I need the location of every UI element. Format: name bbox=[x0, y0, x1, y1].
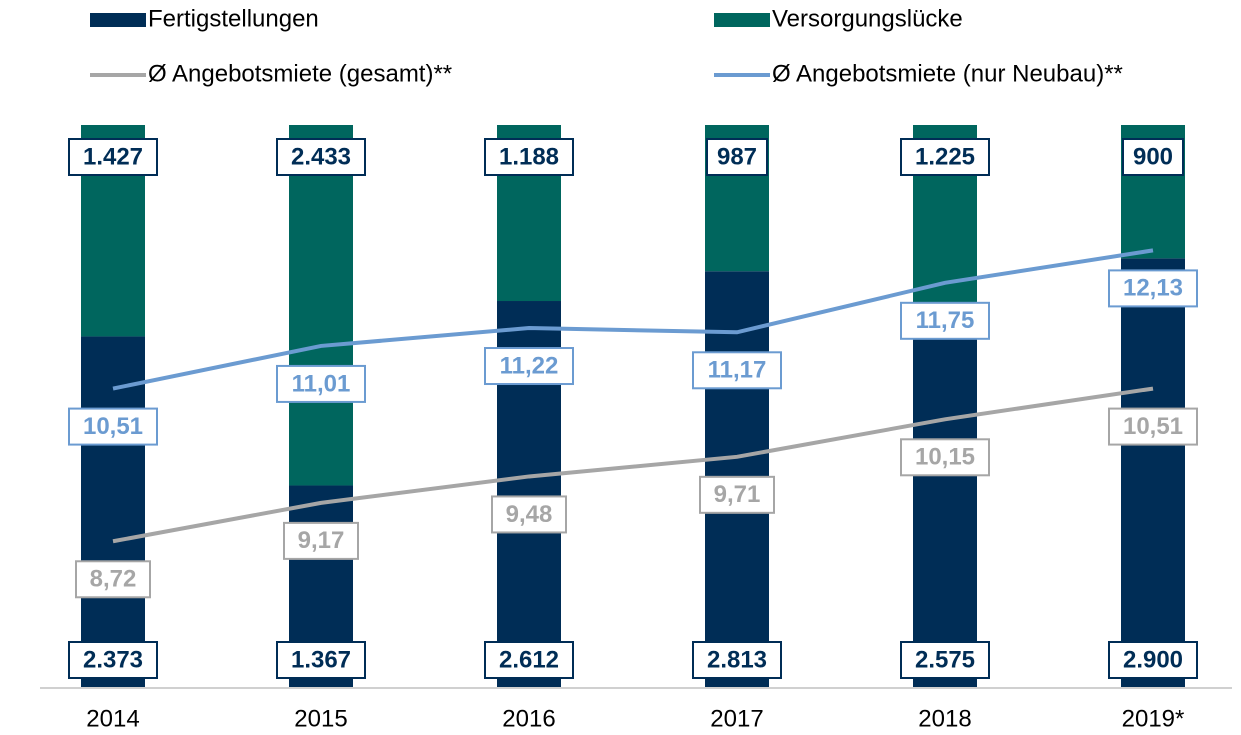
legend-label: Ø Angebotsmiete (nur Neubau)** bbox=[772, 60, 1123, 87]
bar-label-box bbox=[900, 138, 990, 176]
bar-label: 2.575 bbox=[915, 646, 975, 673]
line-label-box bbox=[900, 438, 990, 477]
bar-label: 987 bbox=[717, 143, 757, 170]
line-label-box bbox=[692, 351, 782, 390]
line-label: 9,71 bbox=[714, 481, 761, 508]
line-label: 11,75 bbox=[916, 307, 975, 334]
bar-label: 900 bbox=[1133, 143, 1173, 170]
bar-label: 2.612 bbox=[499, 646, 559, 673]
line-label-box bbox=[900, 301, 990, 340]
x-tick-label: 2019* bbox=[1122, 705, 1185, 732]
bar-label-box bbox=[706, 138, 768, 176]
bar-label-box bbox=[692, 641, 782, 679]
line-label: 9,48 bbox=[506, 501, 553, 528]
x-tick-label: 2017 bbox=[710, 705, 763, 732]
bar-label: 2.433 bbox=[291, 143, 351, 170]
bar-label-box bbox=[900, 641, 990, 679]
bar-label: 2.813 bbox=[707, 646, 767, 673]
x-tick-label: 2015 bbox=[294, 705, 347, 732]
legend-swatch bbox=[90, 13, 146, 27]
x-tick-label: 2018 bbox=[918, 705, 971, 732]
line-label: 10,51 bbox=[1123, 413, 1183, 440]
bar-label: 1.427 bbox=[83, 143, 143, 170]
line-label-box bbox=[699, 475, 775, 514]
bar-label: 1.367 bbox=[291, 646, 351, 673]
bar-label: 1.188 bbox=[499, 143, 559, 170]
line-label-box bbox=[491, 495, 567, 534]
bar-label-box bbox=[276, 641, 366, 679]
legend-swatch bbox=[714, 13, 770, 27]
line-label-box bbox=[1108, 407, 1198, 446]
bar-label-box bbox=[484, 138, 574, 176]
line-label: 9,17 bbox=[298, 527, 345, 554]
line-label: 11,17 bbox=[708, 357, 767, 384]
line-label-box bbox=[283, 521, 359, 560]
line-label-box bbox=[75, 560, 151, 599]
bar-label-box bbox=[1122, 138, 1184, 176]
legend-label: Versorgungslücke bbox=[772, 5, 963, 32]
bar bbox=[1121, 258, 1185, 688]
line bbox=[112, 248, 1154, 391]
bar-label-box bbox=[68, 138, 158, 176]
x-tick-label: 2014 bbox=[86, 705, 139, 732]
line-label: 10,51 bbox=[83, 413, 143, 440]
x-tick-label: 2016 bbox=[502, 705, 555, 732]
line-label-box bbox=[1108, 269, 1198, 308]
legend-label: Ø Angebotsmiete (gesamt)** bbox=[148, 60, 452, 87]
bar bbox=[913, 306, 977, 688]
line-label-box bbox=[276, 364, 366, 403]
bar-label: 1.225 bbox=[915, 143, 975, 170]
bar-label-box bbox=[68, 641, 158, 679]
line bbox=[112, 386, 1154, 544]
legend-label: Fertigstellungen bbox=[148, 5, 319, 32]
bar-label: 2.900 bbox=[1123, 646, 1183, 673]
bar bbox=[289, 125, 353, 486]
bar bbox=[81, 336, 145, 688]
line-label: 8,72 bbox=[90, 566, 137, 593]
line-label: 12,13 bbox=[1123, 275, 1183, 302]
line-label: 11,22 bbox=[500, 352, 559, 379]
bar-label-box bbox=[276, 138, 366, 176]
line-label-box bbox=[68, 407, 158, 446]
bar-label: 2.373 bbox=[83, 646, 143, 673]
bar-label-box bbox=[1108, 641, 1198, 679]
line-label: 11,01 bbox=[292, 370, 351, 397]
line-label: 10,15 bbox=[915, 444, 975, 471]
bar-label-box bbox=[484, 641, 574, 679]
line-label-box bbox=[484, 347, 574, 386]
